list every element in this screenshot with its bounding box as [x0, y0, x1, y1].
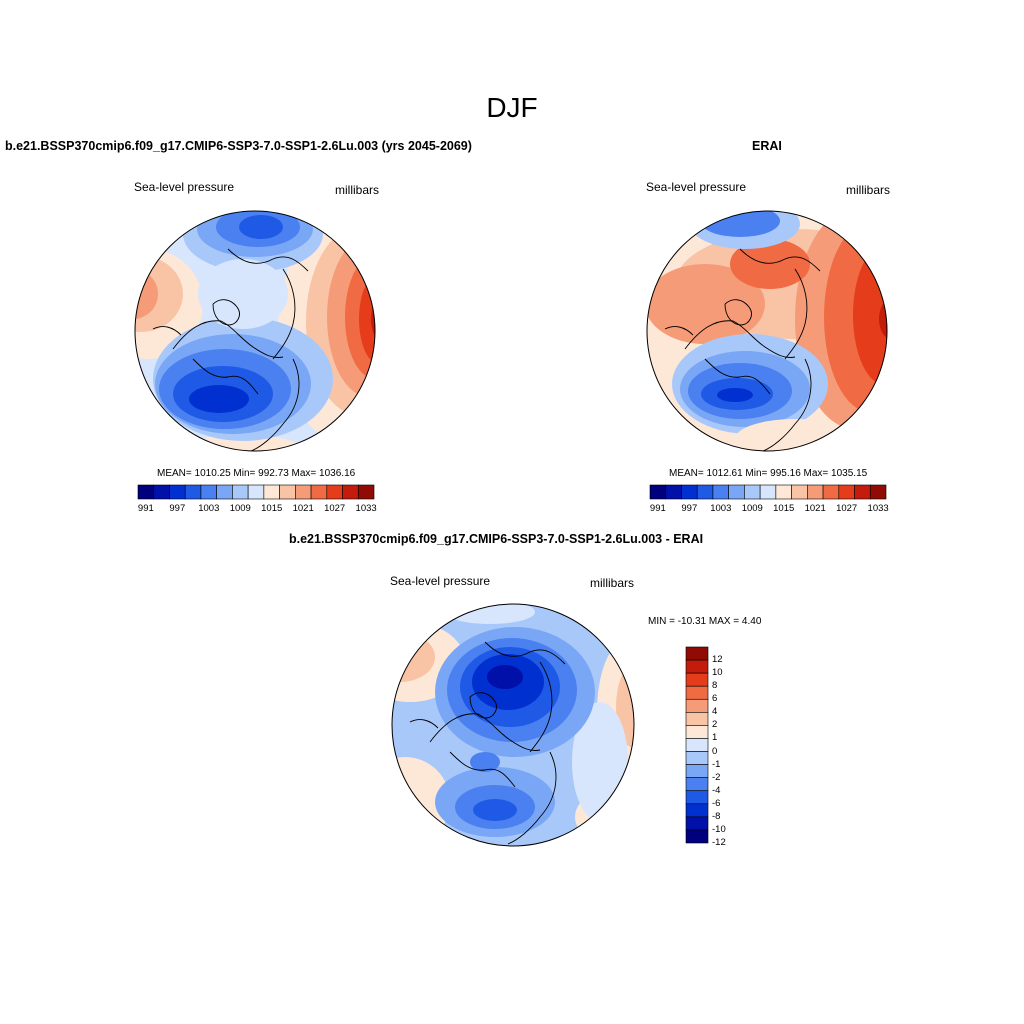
colorbar-swatch	[744, 484, 761, 500]
panel3-stats: MIN = -10.31 MAX = 4.40	[648, 616, 762, 627]
colorbar-swatch	[685, 725, 709, 739]
colorbar-swatch	[712, 484, 729, 500]
colorbar-swatch	[137, 484, 155, 500]
colorbar-swatch	[759, 484, 777, 500]
colorbar-swatch	[807, 484, 824, 500]
panel1-colorbar	[137, 484, 375, 500]
colorbar-tick-label: -8	[712, 810, 721, 822]
panel3-title: b.e21.BSSP370cmip6.f09_g17.CMIP6-SSP3-7.…	[289, 532, 704, 546]
panel2-stats: MEAN= 1012.61 Min= 995.16 Max= 1035.15	[669, 468, 868, 479]
panel3-colorbar	[685, 646, 709, 844]
colorbar-tick-label: 997	[681, 503, 698, 514]
colorbar-tick-label: 1021	[804, 503, 826, 514]
colorbar-swatch	[854, 484, 871, 500]
colorbar-swatch	[869, 484, 887, 500]
colorbar-swatch	[685, 829, 709, 844]
colorbar-swatch	[310, 484, 328, 500]
colorbar-swatch	[232, 484, 249, 500]
colorbar-swatch	[685, 790, 709, 805]
colorbar-tick-label: 1015	[261, 503, 283, 514]
colorbar-swatch	[685, 751, 709, 765]
colorbar-tick-label: 2	[712, 719, 718, 731]
panel1-units-label: millibars	[335, 183, 380, 197]
colorbar-tick-label: -4	[712, 784, 721, 796]
colorbar-swatch	[685, 738, 709, 752]
colorbar-tick-label: 1021	[292, 503, 314, 514]
panel1-map	[134, 210, 376, 452]
colorbar-swatch	[247, 484, 265, 500]
colorbar-tick-label: 1033	[867, 503, 889, 514]
colorbar-tick-label: 1015	[773, 503, 795, 514]
colorbar-swatch	[153, 484, 170, 500]
colorbar-swatch	[685, 646, 709, 661]
colorbar-swatch	[822, 484, 840, 500]
colorbar-tick-label: 1	[712, 732, 718, 744]
colorbar-swatch	[326, 484, 343, 500]
colorbar-swatch	[685, 764, 709, 778]
panel2-map	[646, 210, 888, 452]
panel1-stats: MEAN= 1010.25 Min= 992.73 Max= 1036.16	[157, 468, 356, 479]
colorbar-tick-label: -2	[712, 771, 721, 783]
colorbar-swatch	[685, 659, 709, 674]
colorbar-swatch	[169, 484, 186, 500]
colorbar-swatch	[200, 484, 217, 500]
panel3-left-label: Sea-level pressure	[390, 574, 491, 588]
colorbar-swatch	[791, 484, 808, 500]
panel2-units-label: millibars	[846, 183, 891, 197]
panel1-left-label: Sea-level pressure	[134, 180, 235, 194]
colorbar-swatch	[357, 484, 375, 500]
colorbar-swatch	[685, 712, 709, 726]
colorbar-tick-label: 4	[712, 706, 718, 718]
panel2-left-label: Sea-level pressure	[646, 180, 747, 194]
colorbar-swatch	[342, 484, 359, 500]
colorbar-swatch	[696, 484, 714, 500]
colorbar-tick-label: 6	[712, 693, 718, 705]
colorbar-swatch	[685, 698, 709, 713]
colorbar-tick-label: -10	[712, 823, 726, 835]
panel2-colorbar	[649, 484, 887, 500]
colorbar-tick-label: -12	[712, 837, 726, 848]
colorbar-swatch	[685, 803, 709, 818]
colorbar-swatch	[728, 484, 745, 500]
colorbar-swatch	[216, 484, 233, 500]
colorbar-tick-label: 1027	[324, 503, 346, 514]
colorbar-swatch	[685, 816, 709, 831]
colorbar-swatch	[184, 484, 202, 500]
colorbar-tick-label: 10	[712, 667, 723, 679]
colorbar-tick-label: 1009	[741, 503, 763, 514]
colorbar-swatch	[685, 672, 709, 687]
panel1-title: b.e21.BSSP370cmip6.f09_g17.CMIP6-SSP3-7.…	[5, 139, 472, 153]
colorbar-tick-label: 1003	[198, 503, 220, 514]
colorbar-swatch	[685, 777, 709, 792]
panel2-title: ERAI	[752, 139, 782, 153]
colorbar-tick-label: 997	[169, 503, 186, 514]
panel3-map	[391, 603, 635, 847]
colorbar-swatch	[665, 484, 682, 500]
colorbar-swatch	[838, 484, 855, 500]
colorbar-swatch	[263, 484, 280, 500]
colorbar-tick-label: 8	[712, 680, 718, 692]
colorbar-swatch	[295, 484, 312, 500]
colorbar-tick-label: -6	[712, 797, 721, 809]
colorbar-swatch	[685, 685, 709, 700]
colorbar-tick-label: 991	[649, 503, 666, 514]
colorbar-swatch	[775, 484, 792, 500]
colorbar-swatch	[649, 484, 667, 500]
colorbar-tick-label: -1	[712, 758, 721, 770]
colorbar-swatch	[681, 484, 698, 500]
colorbar-tick-label: 1027	[836, 503, 858, 514]
colorbar-tick-label: 0	[712, 745, 718, 757]
colorbar-swatch	[279, 484, 296, 500]
panel3-units-label: millibars	[590, 576, 635, 590]
colorbar-tick-label: 1009	[229, 503, 251, 514]
colorbar-tick-label: 12	[712, 654, 723, 666]
colorbar-tick-label: 1003	[710, 503, 732, 514]
colorbar-tick-label: 1033	[355, 503, 377, 514]
colorbar-tick-label: 991	[137, 503, 154, 514]
figure-title: DJF	[486, 92, 538, 123]
